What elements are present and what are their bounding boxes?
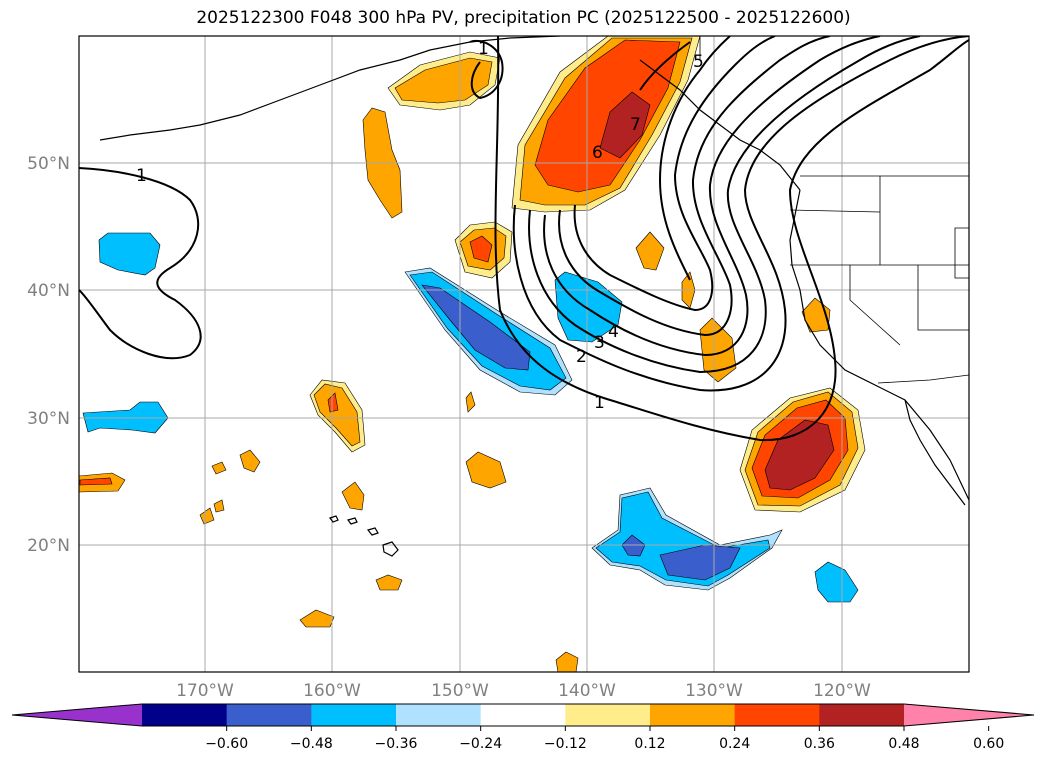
lon-label: 120°W	[813, 681, 871, 701]
colorbar-label: −0.36	[375, 736, 418, 752]
colorbar-label: 0.60	[973, 736, 1004, 752]
political-borders	[699, 36, 969, 384]
colorbar-segment	[819, 704, 905, 726]
colorbar-segment	[734, 704, 820, 726]
lat-label: 30°N	[27, 409, 70, 429]
pv-contour-1-west	[79, 167, 202, 360]
anomaly-aleutian-orange	[394, 57, 493, 104]
pv-contour-2	[512, 36, 969, 392]
us-mexico-border	[877, 374, 969, 384]
hawaii-island	[382, 541, 399, 557]
pv-contour-inner	[659, 179, 691, 281]
lon-label: 170°W	[176, 681, 234, 701]
colorbar-segment	[650, 704, 736, 726]
colorbar-label: −0.12	[544, 736, 587, 752]
pv-contour-6	[573, 36, 776, 312]
anomaly-neg-west-box	[98, 232, 161, 276]
colorbar-outline	[11, 703, 1035, 727]
lat-label: 40°N	[27, 281, 70, 301]
pv-label: 5	[693, 52, 704, 72]
pv-label: 2	[576, 347, 587, 367]
anomaly-neg-big-dark	[421, 284, 531, 371]
hawaii-maui	[366, 527, 379, 536]
anomaly-gulf-alaska-dark	[599, 91, 651, 159]
pv-contours	[79, 36, 969, 442]
colorbar-segment	[396, 704, 482, 726]
precip-negative-anomalies	[82, 232, 859, 603]
hawaii-oahu	[346, 517, 358, 525]
lon-label: 140°W	[558, 681, 616, 701]
anomaly-tiny-1	[211, 461, 227, 475]
longitude-labels: 170°W 160°W 150°W 140°W 130°W 120°W	[176, 681, 871, 701]
pv-label: 1	[478, 39, 489, 59]
colorbar: −0.60 −0.48 −0.36 −0.24 −0.12 0.12 0.24 0.36 0.4…	[11, 703, 1035, 752]
state-border-nv	[917, 265, 969, 331]
pv-label: 1	[594, 393, 605, 413]
anomaly-tiny-4	[213, 499, 225, 513]
pv-contour-8	[639, 41, 691, 91]
hawaii-kauai	[329, 515, 339, 523]
anomaly-hawaii-s	[375, 574, 403, 591]
pv-contour-5	[558, 36, 831, 337]
precip-positive-anomalies	[79, 36, 866, 672]
lat-label: 20°N	[27, 536, 70, 556]
anomaly-mid-blob-red	[469, 235, 493, 263]
pv-contour-labels: 1 1 1 2 3 4 5 6 7	[136, 39, 704, 413]
colorbar-label: 0.36	[804, 736, 835, 752]
lon-label: 150°W	[431, 681, 489, 701]
us-west-coast	[789, 189, 969, 501]
anomaly-gulf-alaska-red	[534, 39, 681, 193]
pv-label: 3	[594, 333, 605, 353]
anomaly-south-b	[555, 651, 579, 672]
map-frame	[78, 35, 970, 673]
colorbar-segment	[480, 704, 566, 726]
colorbar-extend-max	[904, 704, 1034, 726]
pv-label: 4	[608, 322, 619, 342]
colorbar-segment	[226, 704, 312, 726]
map-panel: 1 1 1 2 3 4 5 6 7	[79, 36, 969, 672]
baja-peninsula	[904, 399, 966, 506]
anomaly-tiny-5	[465, 391, 476, 413]
lon-label: 160°W	[303, 681, 361, 701]
lat-label: 50°N	[27, 154, 70, 174]
state-border-az	[954, 227, 969, 279]
pv-label: 6	[592, 143, 603, 163]
colorbar-extend-min	[12, 704, 142, 726]
anomaly-tiny-3	[199, 507, 215, 525]
colorbar-label: −0.24	[459, 736, 502, 752]
colorbar-label: −0.60	[205, 736, 248, 752]
anomaly-west-edge-red	[79, 477, 113, 486]
pv-contour-7	[659, 36, 731, 181]
anomaly-central-a-red	[327, 392, 339, 413]
anomaly-small-a	[635, 231, 665, 271]
pv-contour-3	[528, 36, 921, 374]
colorbar-segment	[142, 704, 228, 726]
state-border-wa-or	[789, 209, 881, 213]
anomaly-tiny-2	[239, 449, 261, 473]
colorbar-segment	[565, 704, 651, 726]
anomaly-sw-ca-dark	[764, 419, 835, 491]
figure-title: 2025122300 F048 300 hPa PV, precipitatio…	[196, 8, 851, 28]
pv-contour-1-main	[494, 36, 969, 442]
anomaly-hawaii-n	[341, 481, 365, 511]
pv-label: 7	[630, 115, 641, 135]
colorbar-label: 0.24	[719, 736, 750, 752]
colorbar-label: 0.12	[634, 736, 665, 752]
colorbar-segment	[311, 704, 397, 726]
anomaly-hawaii-ne	[465, 451, 507, 489]
latitude-labels: 20°N 30°N 40°N 50°N	[27, 154, 70, 556]
colorbar-label: 0.48	[888, 736, 919, 752]
colorbar-label: −0.48	[290, 736, 333, 752]
alaska-panhandle-coast	[639, 59, 801, 191]
lon-label: 130°W	[685, 681, 743, 701]
anomaly-neg-baja	[814, 561, 859, 603]
pv-label: 1	[136, 166, 147, 186]
anomaly-central-a-orange	[313, 383, 361, 447]
state-border-ca-nv	[849, 265, 901, 346]
pv-contour-4	[543, 36, 881, 357]
